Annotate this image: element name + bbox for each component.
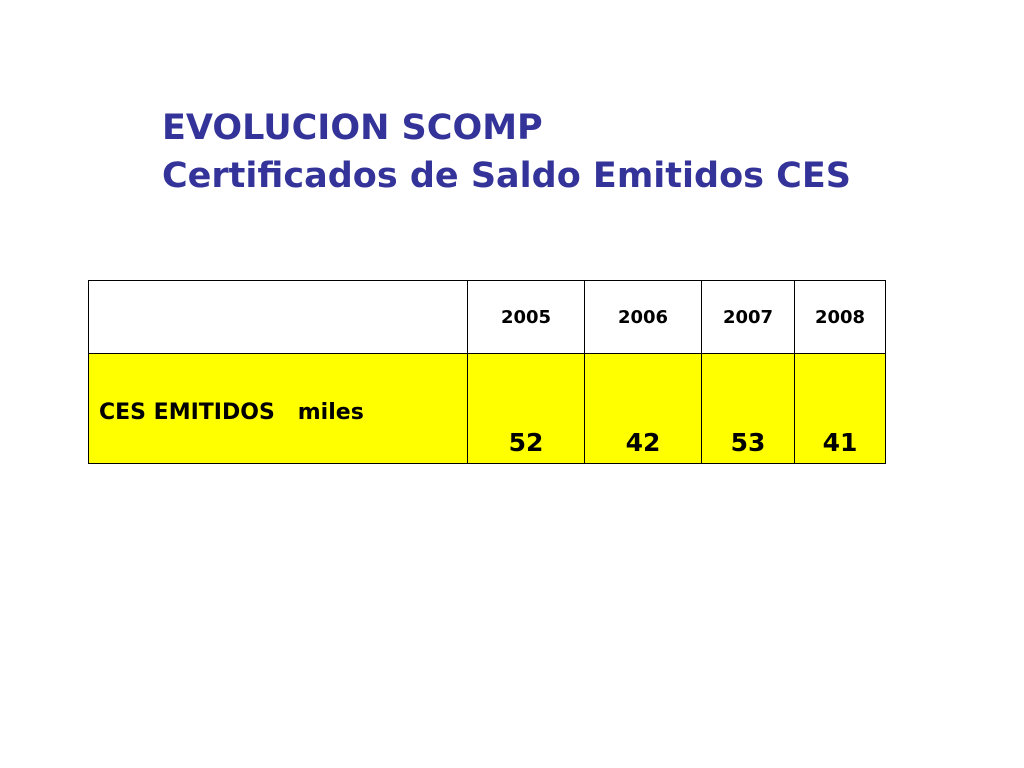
- title-line-1: EVOLUCION SCOMP: [162, 108, 543, 148]
- table-row: CES EMITIDOS miles 52 42 53 41: [88, 353, 886, 464]
- header-label-cell: [88, 280, 468, 354]
- row-label-cell: CES EMITIDOS miles: [88, 353, 468, 464]
- year-header-cell: 2006: [584, 280, 702, 354]
- table-header-row: 2005 2006 2007 2008: [88, 280, 886, 354]
- value-cell: 42: [584, 353, 702, 464]
- year-header-cell: 2008: [794, 280, 886, 354]
- value-cell: 41: [794, 353, 886, 464]
- value-cell: 52: [467, 353, 585, 464]
- year-header-cell: 2005: [467, 280, 585, 354]
- ces-table: 2005 2006 2007 2008 CES EMITIDOS miles 5…: [88, 280, 886, 464]
- year-header-cell: 2007: [701, 280, 795, 354]
- value-cell: 53: [701, 353, 795, 464]
- slide-title: EVOLUCION SCOMP Certificados de Saldo Em…: [162, 104, 851, 200]
- title-line-2: Certificados de Saldo Emitidos CES: [162, 156, 851, 196]
